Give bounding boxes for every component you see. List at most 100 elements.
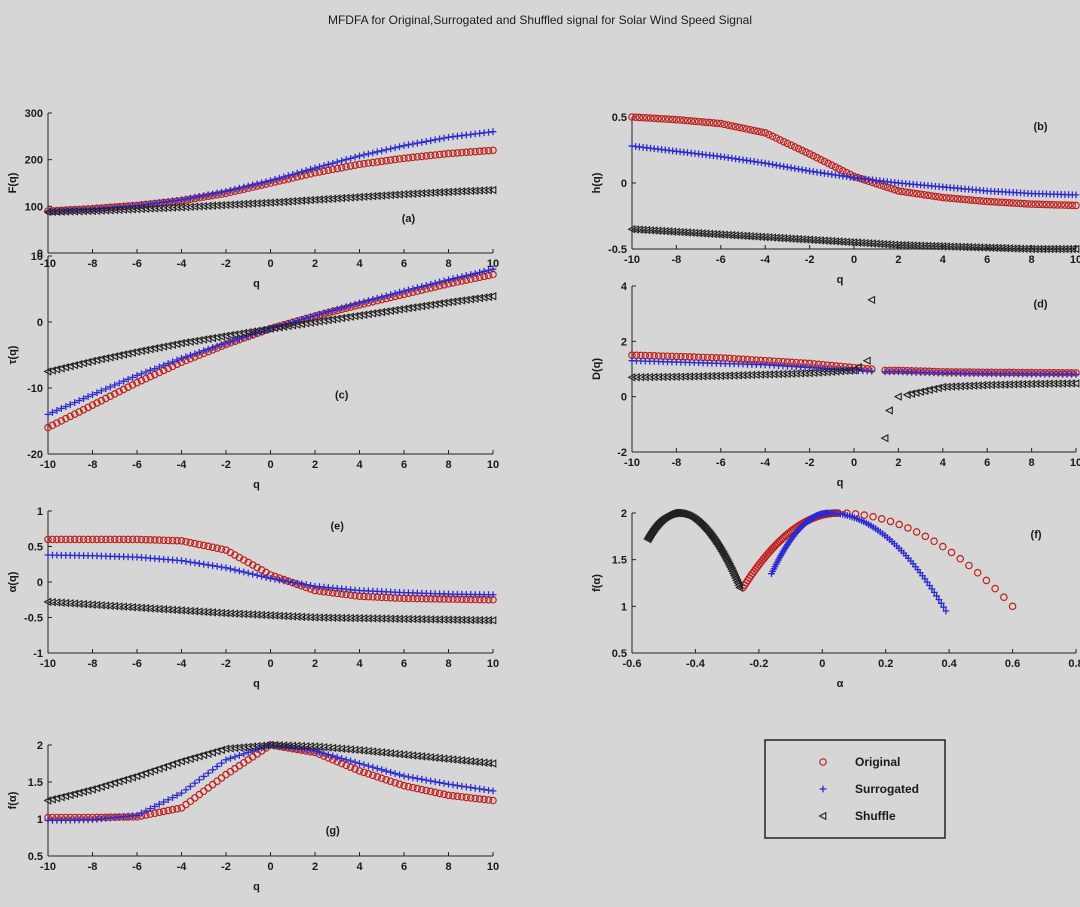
data-point	[391, 289, 399, 297]
data-point	[369, 158, 377, 167]
data-point	[133, 535, 141, 544]
data-point	[360, 768, 368, 777]
data-point	[1045, 244, 1054, 254]
data-point	[173, 356, 181, 364]
data-point	[234, 200, 243, 209]
data-point	[182, 353, 190, 361]
legend-box	[764, 739, 946, 839]
data-point	[209, 190, 217, 198]
data-point	[222, 756, 230, 764]
data-point	[53, 407, 61, 414]
data-point	[457, 187, 466, 196]
y-tick-label: 1	[37, 506, 43, 518]
x-tick-label: 0	[267, 861, 273, 873]
data-point	[713, 119, 721, 128]
data-point	[942, 382, 951, 392]
data-point	[248, 610, 257, 619]
data-point	[676, 116, 684, 124]
data-point	[705, 118, 714, 127]
data-point	[430, 615, 439, 624]
data-point	[333, 753, 341, 761]
x-tick-label: 4	[356, 861, 363, 873]
data-point	[87, 206, 96, 216]
x-axis-label: q	[253, 678, 260, 690]
y-tick-label: 1.5	[28, 777, 43, 789]
data-point	[440, 150, 448, 158]
data-point	[74, 599, 83, 609]
x-tick-label: 10	[1070, 457, 1080, 469]
y-tick-label: 0	[37, 248, 43, 260]
data-point	[1027, 244, 1035, 254]
data-point	[636, 372, 645, 382]
data-point	[164, 536, 172, 545]
x-tick-label: 8	[445, 459, 451, 471]
data-point	[657, 226, 665, 236]
data-point	[372, 191, 381, 201]
data-point	[133, 378, 141, 387]
data-point	[382, 767, 390, 775]
data-point	[671, 372, 680, 381]
data-point	[675, 227, 684, 237]
data-point	[805, 150, 814, 158]
data-point	[377, 774, 386, 783]
data-point	[225, 609, 234, 618]
data-point	[849, 366, 858, 375]
data-point	[938, 242, 947, 251]
data-point	[668, 227, 677, 236]
data-point	[386, 156, 395, 164]
data-point	[869, 512, 877, 521]
data-point	[417, 614, 426, 624]
y-axis-label: f(α)	[591, 574, 603, 592]
x-tick-label: 0.2	[878, 658, 893, 670]
data-point	[395, 155, 404, 163]
data-point	[217, 545, 226, 553]
data-point	[485, 786, 492, 794]
data-point	[413, 284, 421, 292]
data-point	[449, 781, 457, 789]
data-point	[779, 137, 788, 146]
data-point	[877, 515, 886, 523]
data-point	[964, 381, 973, 391]
data-point	[378, 147, 386, 155]
x-tick-label: -4	[177, 658, 188, 670]
data-point	[709, 119, 718, 127]
data-point	[417, 152, 426, 161]
data-point	[43, 597, 52, 607]
data-point	[957, 195, 966, 203]
data-point	[56, 598, 65, 607]
data-point	[860, 511, 869, 519]
data-point	[133, 811, 141, 819]
data-point	[218, 563, 225, 571]
data-point	[471, 784, 479, 792]
data-point	[199, 201, 208, 211]
data-point	[986, 243, 995, 253]
data-point	[764, 233, 773, 242]
data-point	[355, 160, 364, 169]
data-point	[471, 794, 480, 803]
data-point	[141, 204, 150, 213]
data-point	[159, 536, 168, 545]
x-tick-label: 4	[940, 457, 947, 469]
data-point	[727, 230, 736, 240]
data-point	[394, 190, 403, 199]
series-surrogated	[628, 357, 1080, 378]
data-point	[176, 203, 185, 212]
data-point	[1060, 244, 1069, 254]
data-point	[685, 372, 694, 381]
data-point	[75, 408, 83, 416]
data-point	[395, 780, 404, 789]
data-point	[489, 146, 497, 155]
data-point	[89, 391, 96, 398]
legend-marker-surrogated	[819, 785, 827, 793]
data-point	[160, 361, 168, 369]
legend-label-shuffle: Shuffle	[855, 809, 896, 823]
y-tick-label: 2	[621, 508, 627, 520]
data-point	[662, 372, 671, 382]
data-point	[222, 188, 230, 195]
data-point	[338, 304, 346, 312]
data-point	[827, 161, 836, 169]
data-point	[209, 562, 217, 570]
data-point	[687, 117, 696, 125]
data-point	[293, 169, 301, 177]
data-point	[49, 409, 56, 416]
